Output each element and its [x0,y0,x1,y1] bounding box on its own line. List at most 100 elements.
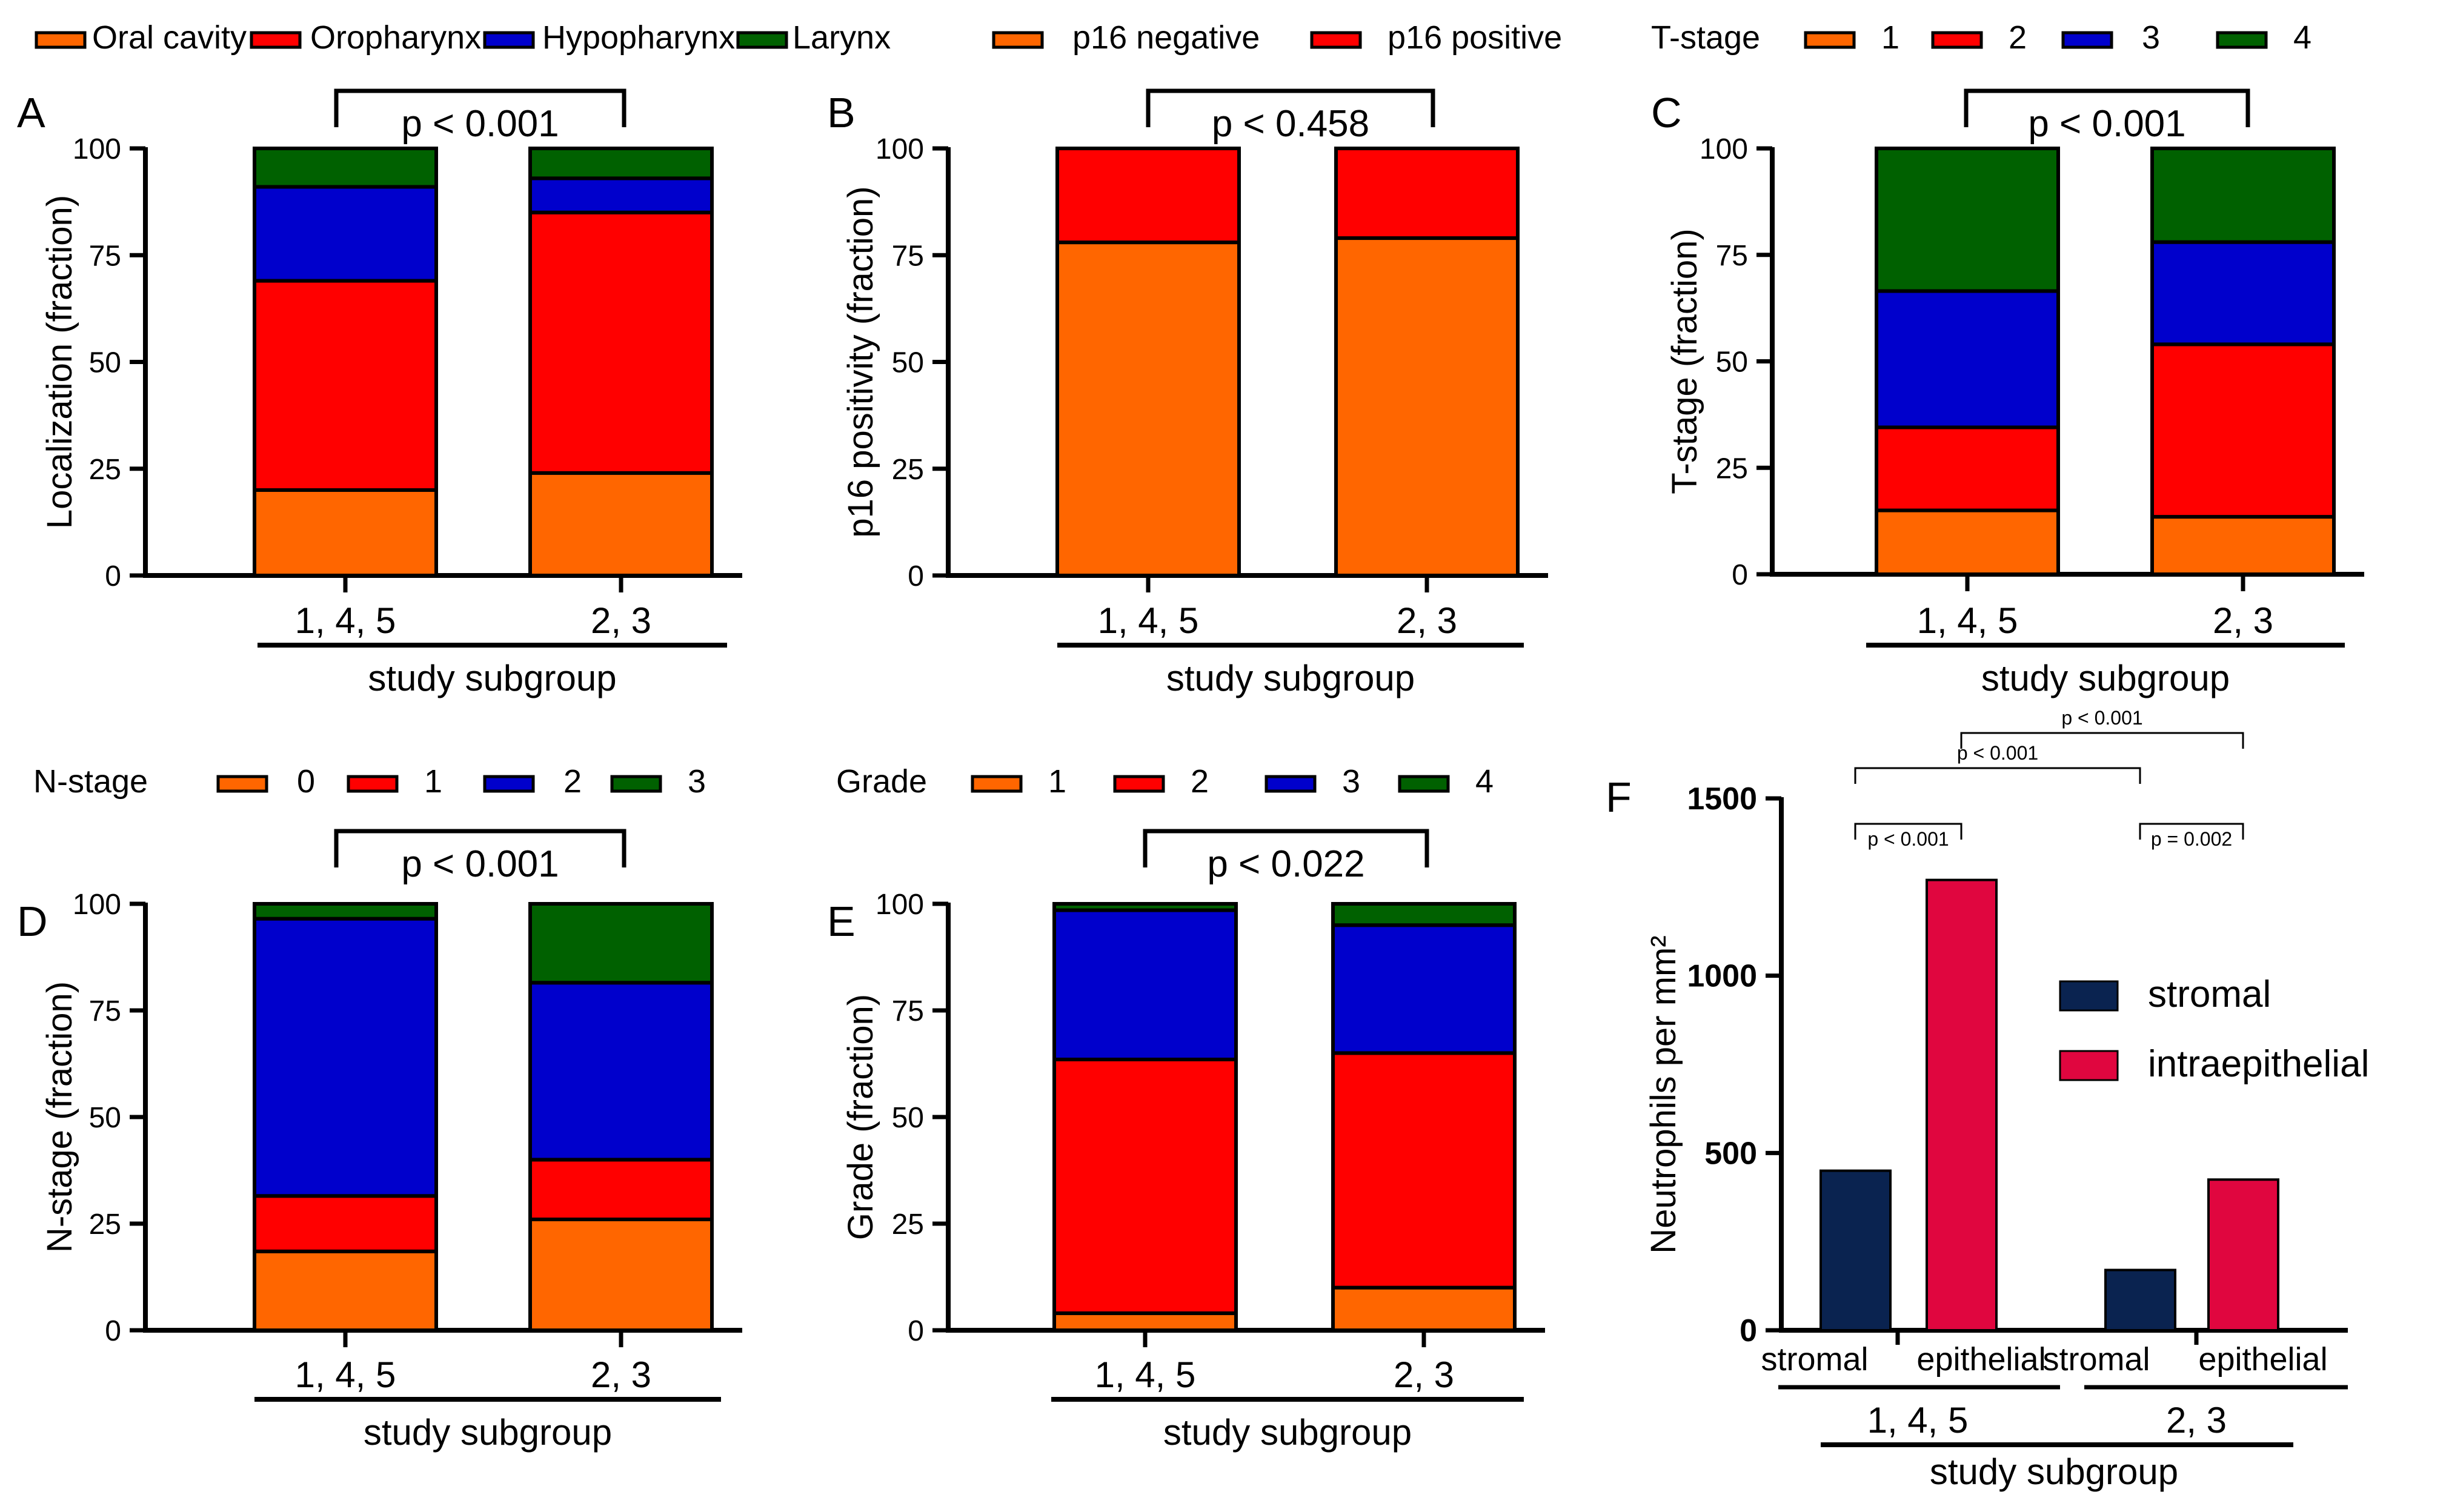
legend-label: stromal [2148,973,2271,1015]
y-tick-label: 500 [1704,1136,1757,1171]
y-tick-label: 100 [876,133,924,165]
comparison-bracket [2139,823,2244,840]
legend-swatch [483,31,535,49]
bar-segment [528,471,714,577]
legend-label: 2 [563,763,582,800]
x-axis-label: study subgroup [1930,1451,2178,1492]
bar-segment [1875,289,2060,429]
bar-segment [1331,1285,1517,1333]
x-axis-label: study subgroup [1981,658,2230,698]
legend-label: Oral cavity [92,19,247,56]
bar [1926,878,1998,1332]
bar-segment [2150,240,2336,346]
y-tick-label: 50 [89,347,121,379]
legend-swatch [35,31,87,49]
panel-label: B [827,89,856,136]
bar-segment [1331,923,1517,1055]
group-label: 1, 4, 5 [1867,1400,1969,1441]
comparison-label: p = 0.002 [2151,828,2232,850]
legend-swatch [2061,31,2113,49]
legend-label: 4 [1475,763,1494,800]
x-axis-label: study subgroup [364,1412,612,1453]
legend-title: Grade [836,763,927,800]
y-axis-label: Localization (fraction) [40,195,79,529]
significance-bracket [1964,88,2250,127]
x-tick-label: 2, 3 [2213,600,2273,641]
legend-swatch [992,31,1044,49]
p-value-label: p < 0.001 [401,103,559,145]
y-tick-label: 75 [89,995,121,1027]
bar-segment [1055,147,1241,245]
bar-label: stromal [2042,1341,2150,1378]
legend-label: 1 [1881,19,1899,56]
chart-root: Oral cavity Oropharynx Hypopharynx Larynx A p… [17,19,2369,1492]
bar-segment [528,1158,714,1221]
comparison-bracket [1854,823,1962,840]
panel-c: T-stage 1 2 3 4 C p < 0.001 0 25 50 75 100 T-stage (… [1651,19,2364,698]
bar-label: epithelial [2198,1341,2327,1378]
legend-swatch [1931,31,1983,49]
bar [1820,1169,1892,1331]
y-tick-label: 1000 [1687,959,1757,994]
y-tick-label: 0 [908,1315,924,1347]
bar-segment [253,1249,438,1333]
y-tick-label: 0 [908,560,924,592]
y-tick-label: 50 [892,347,924,379]
legend-swatch [483,775,535,793]
legend-swatch [1398,775,1450,793]
y-tick-label: 75 [892,995,924,1027]
legend-label: 3 [688,763,706,800]
y-tick-label: 0 [105,1315,121,1347]
x-tick-label: 1, 4, 5 [1098,600,1199,641]
panel-a: Oral cavity Oropharynx Hypopharynx Larynx A p… [17,19,891,698]
bar-segment [1052,1057,1238,1315]
y-tick-label: 0 [105,560,121,592]
y-tick-label: 25 [892,1209,924,1241]
y-tick-label: 25 [89,1209,121,1241]
x-tick-label: 2, 3 [1397,600,1457,641]
bar-segment [1052,902,1238,912]
y-tick-label: 50 [1716,346,1748,379]
x-axis-label: study subgroup [1163,1412,1412,1453]
comparison-label: p < 0.001 [1957,742,2038,764]
p-value-label: p < 0.001 [2028,103,2185,145]
legend-swatch [347,775,399,793]
legend-label: Oropharynx [310,19,481,56]
y-tick-label: 50 [89,1102,121,1134]
bar-segment [1331,902,1517,927]
x-axis-label: study subgroup [368,658,616,698]
bar-segment [1334,147,1520,240]
bar [2104,1268,2176,1332]
legend-label: p16 positive [1388,19,1562,56]
legend-swatch [971,775,1023,793]
bar-segment [253,1194,438,1253]
legend-swatch [1113,775,1165,793]
bar-segment [1052,908,1238,1061]
bar-segment [1875,147,2060,293]
x-tick-label: 2, 3 [1394,1354,1454,1395]
p-value-label: p < 0.022 [1207,843,1364,885]
bar-segment [528,147,714,181]
bar-segment [2150,342,2336,519]
bar-segment [1875,508,2060,576]
comparison-bracket [1960,732,2244,749]
y-tick-label: 25 [89,454,121,486]
panel-label: F [1606,774,1632,821]
y-tick-label: 25 [1716,453,1748,485]
legend-label: 3 [2142,19,2160,56]
panel-label: C [1651,89,1682,136]
legend-label: 2 [2009,19,2027,56]
panel-b: p16 negative p16 positive B p < 0.458 0 25 50 7… [827,19,1562,698]
y-tick-label: 100 [1700,133,1748,165]
bar-segment [1055,240,1241,578]
panel-e: Grade 1 2 3 4 Ep < 0.022 0 25 50 75 100 Grade (frac… [827,763,1545,1453]
bar-segment [1052,1311,1238,1333]
bar-segment [2150,147,2336,244]
comparison-label: p < 0.001 [1867,828,1949,850]
legend-swatch [1310,31,1362,49]
y-tick-label: 75 [1716,240,1748,272]
legend-swatch [1804,31,1856,49]
x-tick-label: 2, 3 [591,600,651,641]
y-tick-label: 0 [1732,559,1748,591]
